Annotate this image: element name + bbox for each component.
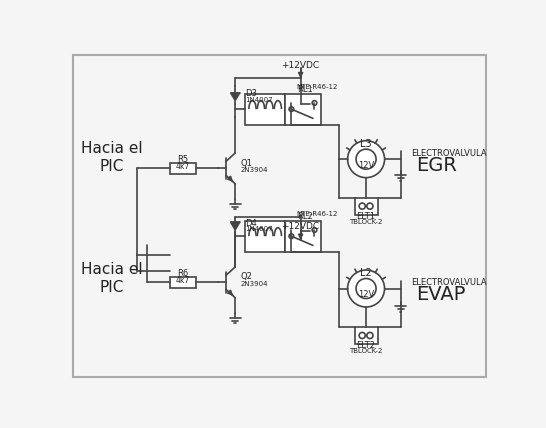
Text: ELECTROVALVULA: ELECTROVALVULA: [411, 149, 486, 158]
Text: R6: R6: [177, 269, 188, 278]
Circle shape: [367, 333, 373, 339]
Text: 4k7: 4k7: [176, 162, 190, 171]
Text: Q1: Q1: [241, 158, 252, 167]
Text: 2N3904: 2N3904: [241, 281, 268, 287]
Polygon shape: [230, 222, 240, 230]
Text: EVAP: EVAP: [416, 285, 466, 304]
Text: 1N4007: 1N4007: [245, 97, 273, 103]
Text: Q2: Q2: [241, 273, 252, 282]
Polygon shape: [230, 93, 240, 101]
Bar: [354, 327, 378, 344]
Circle shape: [367, 203, 373, 209]
Circle shape: [359, 333, 365, 339]
Text: D3: D3: [245, 89, 257, 98]
Bar: [170, 163, 196, 174]
Text: TBLOCK-2: TBLOCK-2: [349, 219, 383, 225]
Text: Hacia el
PIC: Hacia el PIC: [81, 141, 143, 174]
Text: RL2: RL2: [297, 212, 312, 221]
Circle shape: [289, 107, 294, 111]
Text: Hacia el
PIC: Hacia el PIC: [81, 262, 143, 295]
Text: 4k7: 4k7: [176, 276, 190, 285]
Circle shape: [356, 149, 376, 169]
Text: 12V: 12V: [358, 290, 374, 299]
Text: ELECTROVALVULA: ELECTROVALVULA: [411, 278, 486, 287]
Bar: [245, 221, 285, 252]
Circle shape: [348, 270, 384, 307]
Bar: [354, 198, 378, 214]
Circle shape: [289, 234, 294, 238]
Circle shape: [359, 203, 365, 209]
Text: 2N3904: 2N3904: [241, 167, 268, 173]
Text: TBLOCK-2: TBLOCK-2: [349, 348, 383, 354]
Text: NTE-R46-12: NTE-R46-12: [297, 211, 338, 217]
Circle shape: [356, 279, 376, 299]
Bar: [245, 94, 285, 125]
Circle shape: [312, 228, 317, 232]
Bar: [285, 94, 321, 125]
Circle shape: [348, 141, 384, 178]
Circle shape: [312, 101, 317, 105]
Text: RL1: RL1: [297, 85, 312, 94]
Text: NTE-R46-12: NTE-R46-12: [297, 84, 338, 90]
Text: 1N4007: 1N4007: [245, 226, 273, 232]
Bar: [285, 221, 321, 252]
Text: EGR: EGR: [416, 156, 457, 175]
Text: +12VDC: +12VDC: [282, 223, 319, 232]
Text: D4: D4: [245, 219, 257, 228]
Text: L2: L2: [360, 268, 372, 278]
Text: ELT1: ELT1: [357, 211, 376, 221]
Text: R5: R5: [177, 155, 188, 164]
Text: ELT2: ELT2: [357, 341, 376, 350]
Text: +12VDC: +12VDC: [282, 61, 319, 70]
Text: 12V: 12V: [358, 161, 374, 170]
Bar: [170, 277, 196, 288]
Text: L3: L3: [360, 139, 372, 149]
